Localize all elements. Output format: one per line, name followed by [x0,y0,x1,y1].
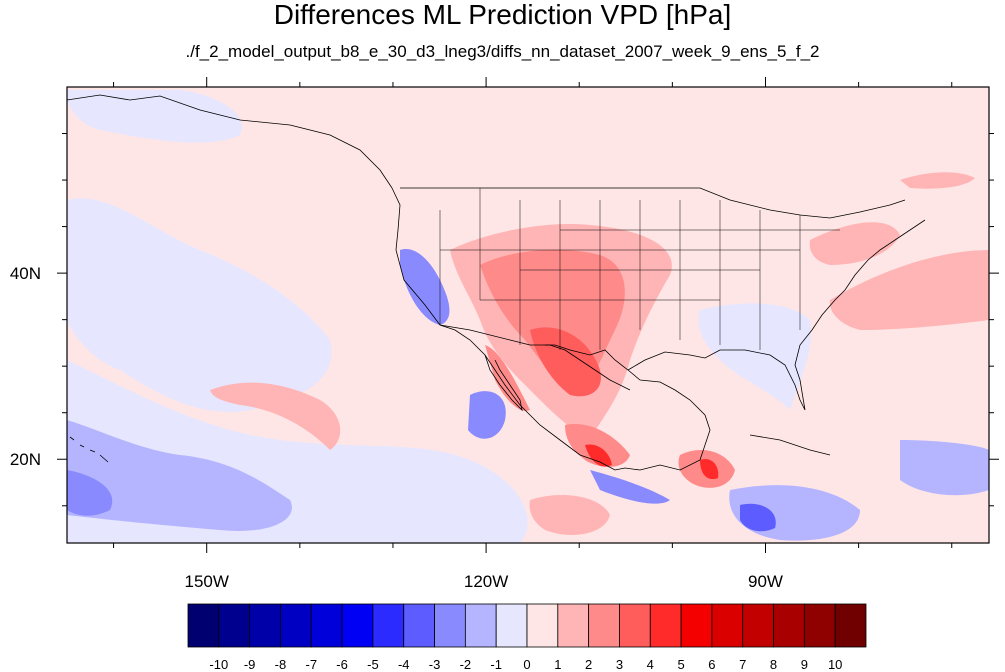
colorbar-swatch [711,603,744,648]
us-mexico-border [439,324,631,391]
anomaly-region-gulf-mexico-south [565,424,630,467]
axis-ticks: 150W 120W 90W 40N 20N [10,77,999,591]
colorbar-swatch [218,603,251,648]
anomaly-region-pacific-west [67,198,332,412]
colorbar-swatch [773,603,805,648]
colorbar-label: -10 [209,657,228,672]
anomaly-region-hawaii-low-2 [67,470,113,516]
colorbar-label: 0 [523,657,530,672]
chart-title: Differences ML Prediction VPD [hPa] [273,0,732,30]
colorbar-swatch [495,603,528,648]
state-lines [439,188,840,350]
anomaly-region-east-pacific-strip [590,470,670,504]
map-field [67,87,989,543]
colorbar-label: 6 [708,657,715,672]
colorbar-label: 1 [554,657,561,672]
colorbar-swatch [403,603,435,648]
anomaly-region-baja [485,345,530,411]
colorbar-swatch [280,603,312,648]
anomaly-region-gulf-core [585,444,612,467]
anomaly-region-northeast-us [809,222,900,265]
coastlines [67,94,926,471]
north-america-coastline [391,187,711,471]
anomaly-region-caribbean-core [740,503,776,532]
gulf-coast [627,219,926,411]
y-tick-label: 40N [10,264,41,283]
colorbar-label: 3 [616,657,623,672]
colorbar-label: 4 [647,657,654,672]
colorbar-swatch [526,603,559,648]
anomaly-region-atlantic-west [829,250,989,330]
colorbar: -10 -9 -8 -7 -6 -5 -4 -3 -2 -1 0 1 2 3 4 5 6 7 8 9 10 [187,603,867,672]
colorbar-label: -6 [336,657,348,672]
colorbar-swatch [310,603,343,648]
colorbar-swatch [249,603,281,648]
colorbar-swatch [803,603,836,648]
colorbar-swatch [434,603,466,648]
colorbar-label: -7 [305,657,317,672]
colorbar-swatch [649,603,682,648]
colorbar-label: 9 [801,657,808,672]
anomaly-region-pacific-arc [210,382,341,450]
colorbar-label: -4 [398,657,410,672]
anomaly-region-north-atlantic [900,172,975,189]
colorbar-label: 10 [828,657,842,672]
cuba [749,434,831,456]
colorbar-swatch [834,603,867,648]
colorbar-swatch [742,603,774,648]
alaska-coast [67,94,393,189]
colorbar-swatch [619,603,651,648]
anomaly-region-atlantic-east [900,440,989,496]
anomaly-region-southeast-us [698,303,811,410]
map-border [66,86,990,544]
anomaly-region-baja-low [468,391,506,439]
colorbar-label: 7 [739,657,746,672]
colorbar-label: -2 [460,657,472,672]
colorbar-swatch [680,603,713,648]
baja-peninsula [484,354,523,412]
colorbar-swatch [464,603,497,648]
anomaly-region-north-pacific [67,90,242,143]
colorbar-swatch [372,603,405,648]
anomaly-region-south-east-pacific [529,495,610,535]
x-tick-label: 120W [464,572,508,591]
colorbar-label: -8 [275,657,287,672]
x-tick-label: 90W [748,572,783,591]
colorbar-label: -9 [244,657,256,672]
chart-subtitle: ./f_2_model_output_b8_e_30_d3_lneg3/diff… [185,42,820,61]
colorbar-label: -1 [490,657,502,672]
colorbar-swatch [557,603,590,648]
us-canada-border [400,187,906,219]
anomaly-region-california [400,249,450,325]
colorbar-label: 5 [677,657,684,672]
colorbar-label: -3 [429,657,441,672]
colorbar-label: 2 [585,657,592,672]
y-tick-label: 20N [10,450,41,469]
colorbar-label: -5 [367,657,379,672]
colorbar-swatch [588,603,620,648]
anomaly-region-hawaii-low [67,420,292,531]
x-tick-label: 150W [184,572,228,591]
colorbar-swatch [341,603,374,648]
map-frame [66,86,990,544]
colorbar-swatch [187,603,220,648]
colorbar-label: 8 [770,657,777,672]
hawaii [69,436,109,463]
anomaly-region-central-america-core [700,458,719,480]
